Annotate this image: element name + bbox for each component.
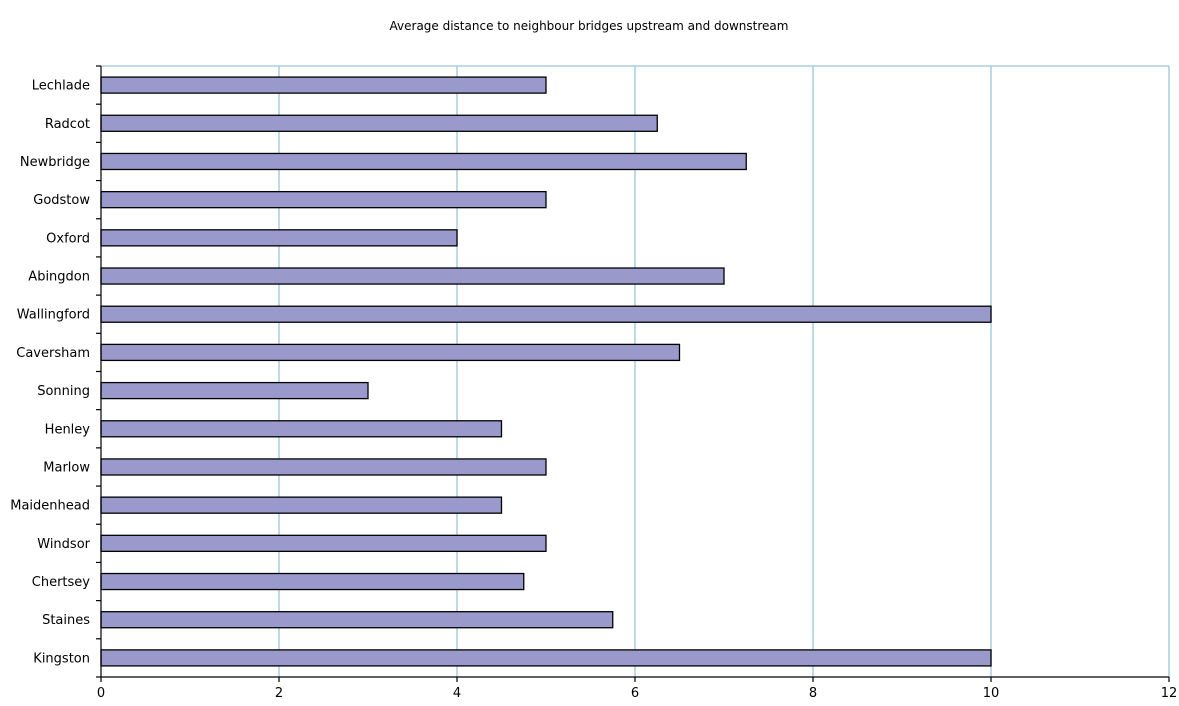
bar-sonning	[100, 381, 369, 400]
x-tick-label: 2	[275, 686, 283, 701]
category-label: Abingdon	[28, 270, 90, 285]
bar-maidenhead	[100, 496, 503, 514]
category-label: Lechlade	[32, 79, 90, 94]
category-label: Godstow	[33, 193, 90, 208]
chart-title: Average distance to neighbour bridges up…	[390, 19, 789, 33]
bar-staines	[100, 611, 614, 629]
bar-abingdon	[100, 267, 725, 285]
bar-wallingford	[100, 305, 992, 323]
category-label: Wallingford	[17, 308, 90, 323]
category-label: Windsor	[37, 537, 90, 552]
bar-oxford	[100, 229, 458, 247]
bar-lechlade	[100, 76, 547, 94]
bar-caversham	[100, 343, 681, 362]
bar-newbridge	[100, 152, 747, 171]
bar-henley	[100, 420, 503, 438]
bar-windsor	[100, 534, 547, 553]
x-tick-label: 6	[631, 686, 639, 701]
bar-radcot	[100, 114, 658, 132]
x-tick-label: 0	[97, 686, 105, 701]
axes	[96, 65, 1170, 682]
category-label: Henley	[45, 422, 91, 437]
category-label: Radcot	[45, 117, 90, 132]
bar-godstow	[100, 190, 547, 209]
x-tick-label: 12	[1161, 686, 1178, 701]
x-tick-label: 10	[983, 686, 1000, 701]
category-label: Maidenhead	[10, 499, 90, 514]
category-label: Oxford	[46, 231, 90, 246]
bar-kingston	[100, 649, 992, 667]
bar-chertsey	[100, 572, 525, 591]
category-label: Newbridge	[20, 155, 90, 170]
x-tick-label: 4	[453, 686, 461, 701]
category-label: Sonning	[37, 384, 90, 399]
category-label: Caversham	[16, 346, 90, 361]
category-label: Kingston	[33, 651, 90, 666]
bar-marlow	[100, 458, 547, 476]
labels: 0 2 4 6 8 10 12 Lechlade Radcot Newbridge Godstow O…	[10, 79, 1177, 701]
bars	[100, 76, 992, 667]
category-label: Chertsey	[32, 575, 91, 590]
x-tick-label: 8	[809, 686, 817, 701]
category-label: Marlow	[43, 460, 90, 475]
category-label: Staines	[42, 613, 90, 628]
